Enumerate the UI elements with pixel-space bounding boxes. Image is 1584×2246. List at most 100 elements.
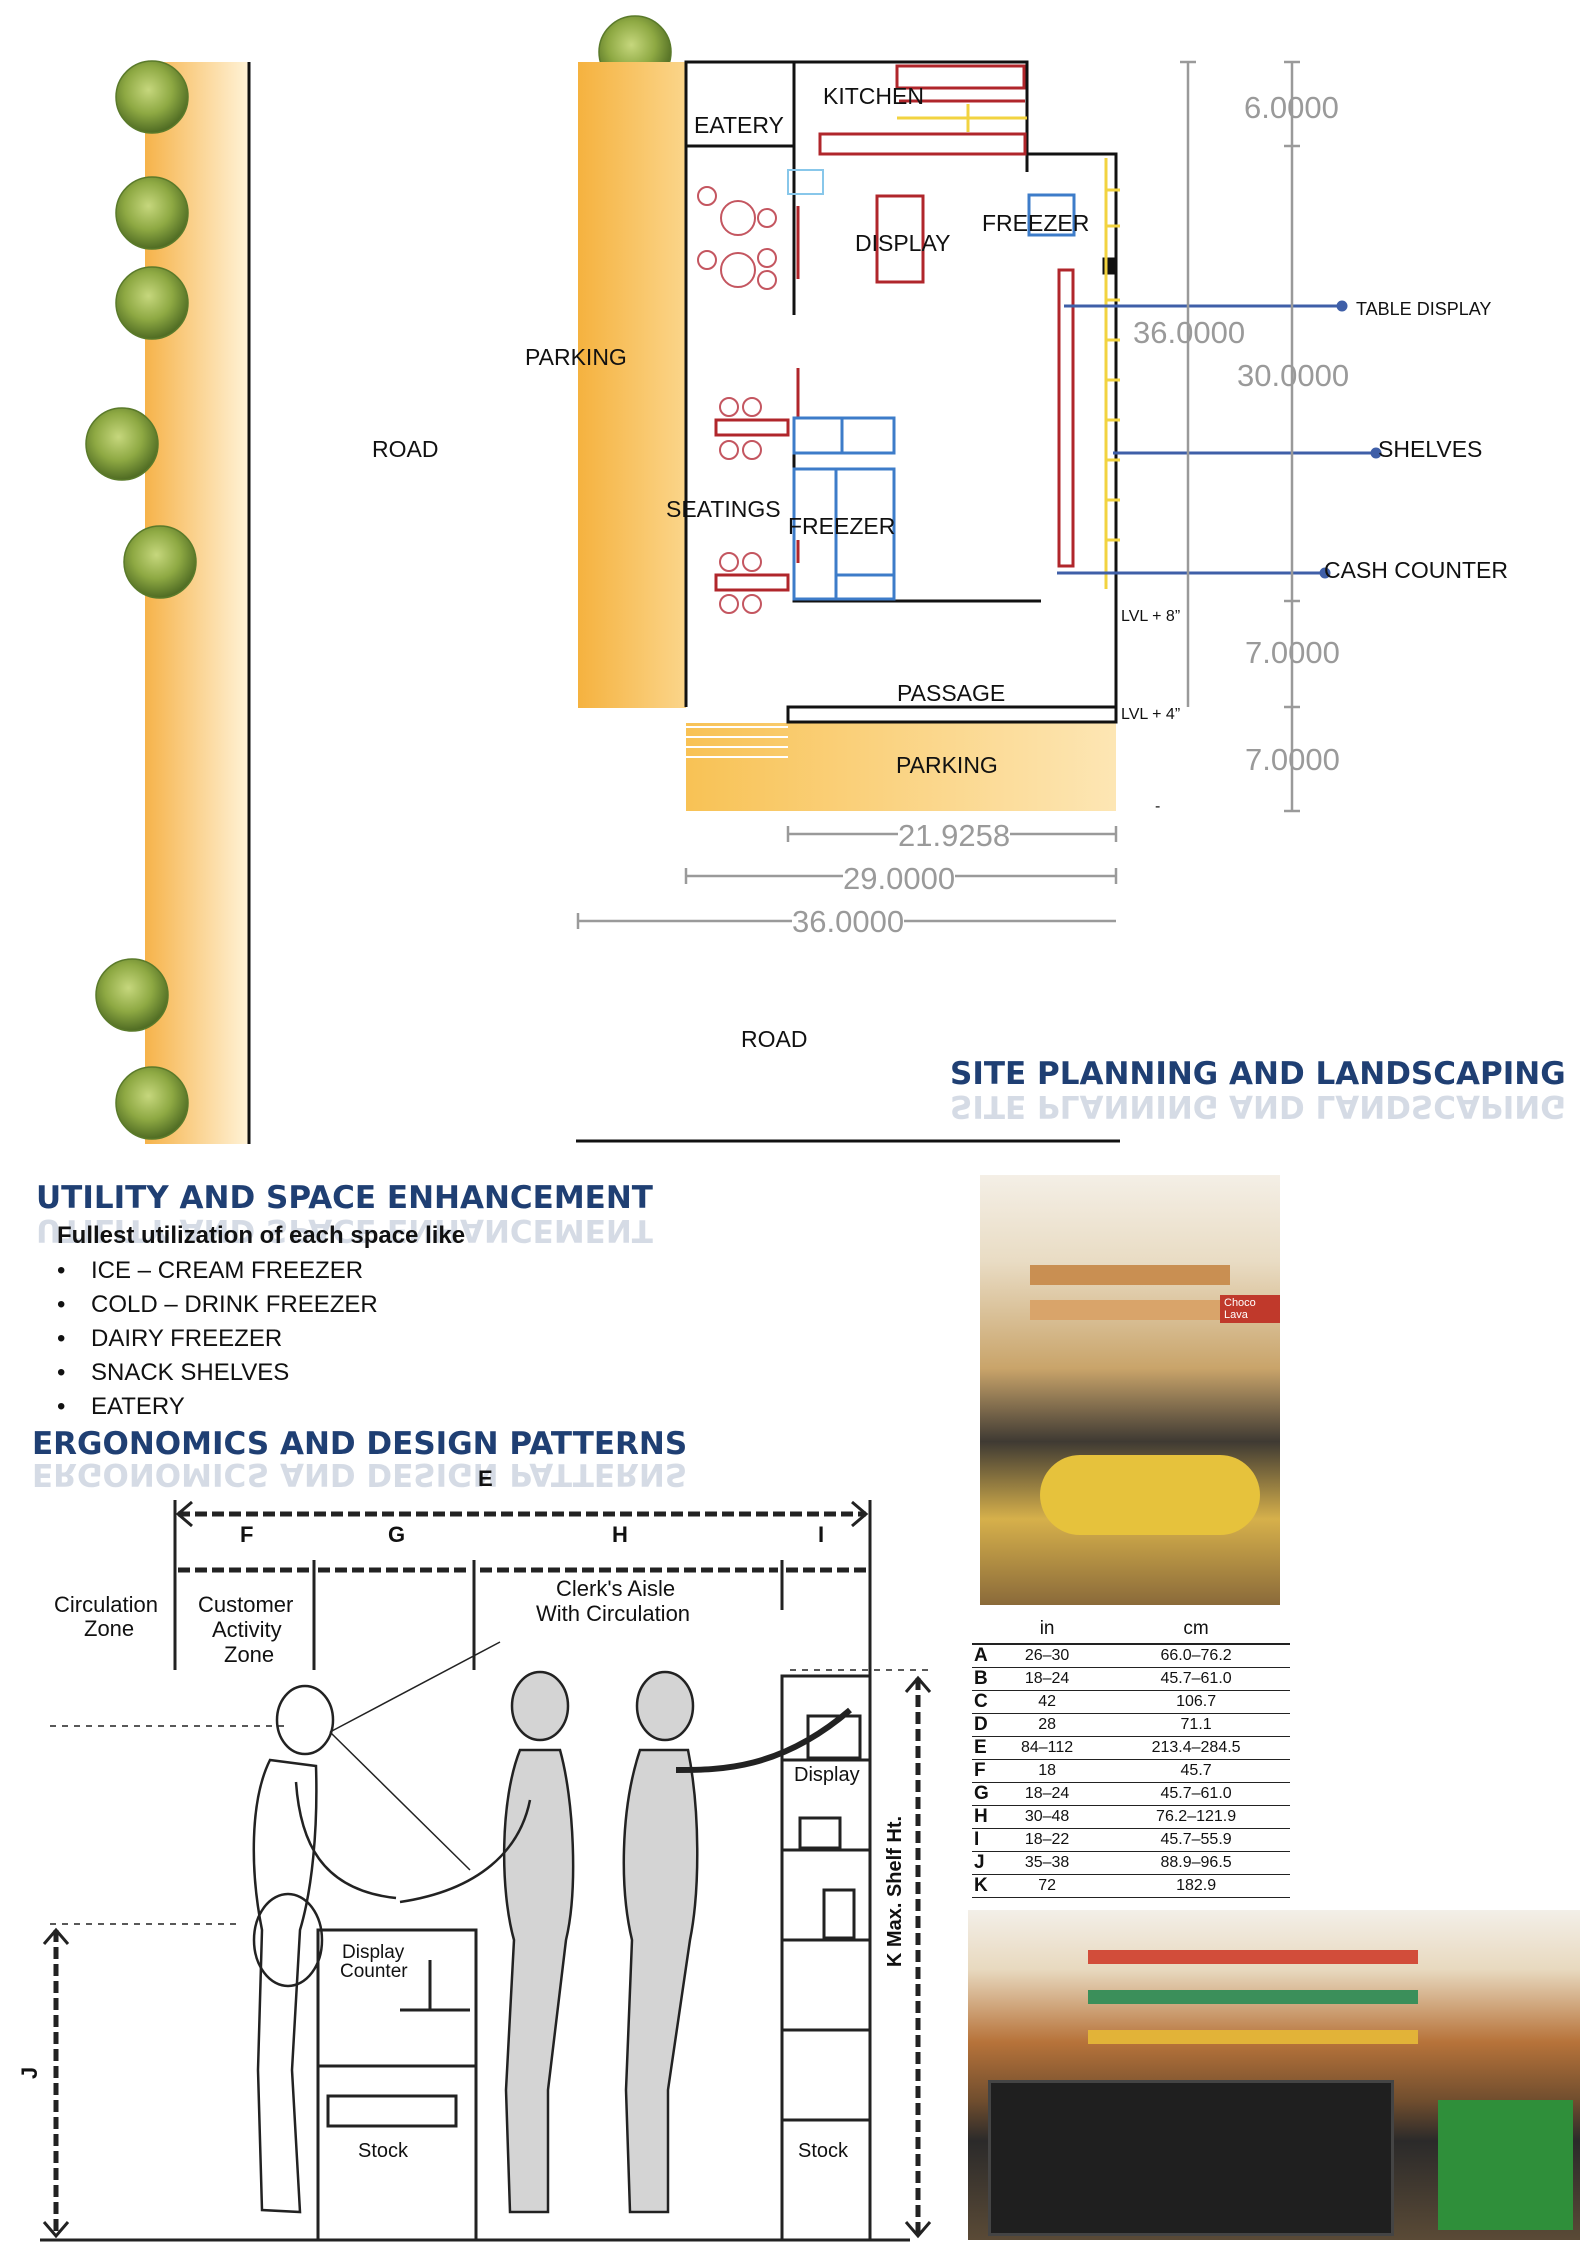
red-furniture [714, 64, 1075, 592]
dim-label-g: G [388, 1522, 406, 1547]
list-item: EATERY [57, 1390, 378, 1424]
snack-baskets [1040, 1455, 1260, 1535]
parking-front-label: PARKING [896, 752, 998, 778]
table-row: F 18 45.7 [972, 1759, 1290, 1783]
ergonomics-drawing [40, 1500, 932, 2242]
utility-list: ICE – CREAM FREEZER COLD – DRINK FREEZER… [57, 1254, 378, 1424]
clerk-aisle-label-2: With Circulation [536, 1601, 691, 1626]
dimension-arrows [53, 1511, 921, 2236]
bread-crate [1438, 2100, 1573, 2230]
dimension-text: 30.0000 [1237, 358, 1350, 393]
promo-badge: Choco Lava [1220, 1295, 1280, 1323]
site-planning-heading-reflection: SITE PLANNING AND LANDSCAPING [950, 1088, 1566, 1124]
reaching-clerk-figure [622, 1670, 852, 2214]
dimension-text: 36.0000 [1133, 315, 1246, 350]
display-case [988, 2080, 1394, 2236]
tree-icon [115, 60, 189, 134]
seatings-label: SEATINGS [666, 496, 781, 522]
cash-counter-label: CASH COUNTER [1324, 557, 1509, 583]
shelf-row [1088, 1990, 1418, 2004]
parking-side-label: PARKING [525, 344, 627, 370]
road-bottom-label: ROAD [741, 1026, 808, 1052]
dimension-text: 21.9258 [898, 818, 1011, 854]
dimension-text: 6.0000 [1244, 90, 1339, 125]
eatery-label: EATERY [694, 112, 784, 138]
customer-zone-label-3: Zone [224, 1642, 275, 1667]
level-4-label: LVL + 4” [1121, 706, 1181, 723]
display-label-ergo: Display [794, 1764, 860, 1786]
utility-subtitle: Fullest utilization of each space like [57, 1222, 466, 1249]
table-header: cm [1102, 1615, 1290, 1645]
dim-label-i: I [818, 1522, 825, 1547]
display-label: DISPLAY [855, 230, 951, 256]
ergonomics-heading: ERGONOMICS AND DESIGN PATTERNS [32, 1426, 688, 1462]
tree-icon [115, 1066, 189, 1140]
dimension-text: 36.0000 [792, 904, 905, 940]
display-shelf-unit [780, 1674, 872, 2242]
dim-label-j: J [17, 2066, 43, 2080]
list-item: DAIRY FREEZER [57, 1322, 378, 1356]
dimension-text: 7.0000 [1245, 742, 1340, 777]
site-plan [85, 15, 1382, 1144]
small-freezer [787, 169, 824, 195]
clerk-figure [399, 1670, 575, 2214]
table-row: H 30–48 76.2–121.9 [972, 1805, 1290, 1829]
tree-icon [115, 176, 189, 250]
table-row: B 18–24 45.7–61.0 [972, 1667, 1290, 1691]
table-row: J 35–38 88.9–96.5 [972, 1851, 1290, 1875]
display-counter-label-1: Display [342, 1942, 405, 1963]
clerk-aisle-label-1: Clerk's Aisle [556, 1576, 676, 1601]
road-left-label: ROAD [372, 436, 439, 462]
circulation-label-2: Zone [84, 1616, 135, 1641]
shelves-label: SHELVES [1378, 436, 1483, 462]
shelf-row [1030, 1265, 1230, 1285]
freezer-top-label: FREEZER [982, 210, 1090, 236]
table-row: E 84–112 213.4–284.5 [972, 1736, 1290, 1760]
table-row: A 26–30 66.0–76.2 [972, 1644, 1290, 1668]
shelf-row [1088, 2030, 1418, 2044]
tree-icon [115, 266, 189, 340]
level-8-label: LVL + 8” [1121, 608, 1181, 625]
dash-mark: - [1155, 798, 1161, 815]
list-item: SNACK SHELVES [57, 1356, 378, 1390]
shelf-row [1088, 1950, 1418, 1964]
table-row: C 42 106.7 [972, 1690, 1290, 1714]
tree-icon [123, 525, 197, 599]
table-row: G 18–24 45.7–61.0 [972, 1782, 1290, 1806]
table-display-label: TABLE DISPLAY [1356, 299, 1492, 319]
dim-label-h: H [612, 1522, 628, 1547]
freezer-mid-label: FREEZER [788, 513, 896, 539]
shelf-row [1030, 1300, 1230, 1320]
table-row: K 72 182.9 [972, 1874, 1290, 1898]
shelf-height-label: K Max. Shelf Ht. [884, 1815, 907, 1968]
circulation-label-1: Circulation [54, 1592, 158, 1617]
table-row: I 18–22 45.7–55.9 [972, 1828, 1290, 1852]
freezers [792, 193, 1076, 601]
yellow-shelves [897, 104, 1120, 589]
dim-label-f: F [240, 1522, 254, 1547]
customer-figure [252, 1684, 397, 2214]
building-walls [684, 60, 1118, 724]
parking-strip [578, 62, 686, 708]
tree-icon [85, 407, 159, 481]
customer-zone-label-1: Customer [198, 1592, 294, 1617]
stock-right-label: Stock [798, 2140, 849, 2162]
utility-heading: UTILITY AND SPACE ENHANCEMENT [36, 1180, 653, 1216]
dimension-text: 7.0000 [1245, 635, 1340, 670]
table-header: in [992, 1615, 1103, 1645]
tree-icon [95, 958, 169, 1032]
display-counter-label-2: Counter [340, 1961, 408, 1982]
display-counter [316, 1928, 478, 2242]
eatery-seats [697, 186, 777, 614]
site-planning-heading: SITE PLANNING AND LANDSCAPING [950, 1056, 1566, 1092]
list-item: COLD – DRINK FREEZER [57, 1288, 378, 1322]
entry-steps [686, 706, 788, 758]
kitchen-label: KITCHEN [823, 83, 924, 109]
table-row: D 28 71.1 [972, 1713, 1290, 1737]
store-photo-top: Choco Lava [980, 1175, 1280, 1605]
stock-left-label: Stock [358, 2140, 409, 2162]
passage-label: PASSAGE [897, 680, 1006, 706]
dim-label-e: E [478, 1466, 493, 1491]
store-photo-bottom [968, 1910, 1580, 2240]
